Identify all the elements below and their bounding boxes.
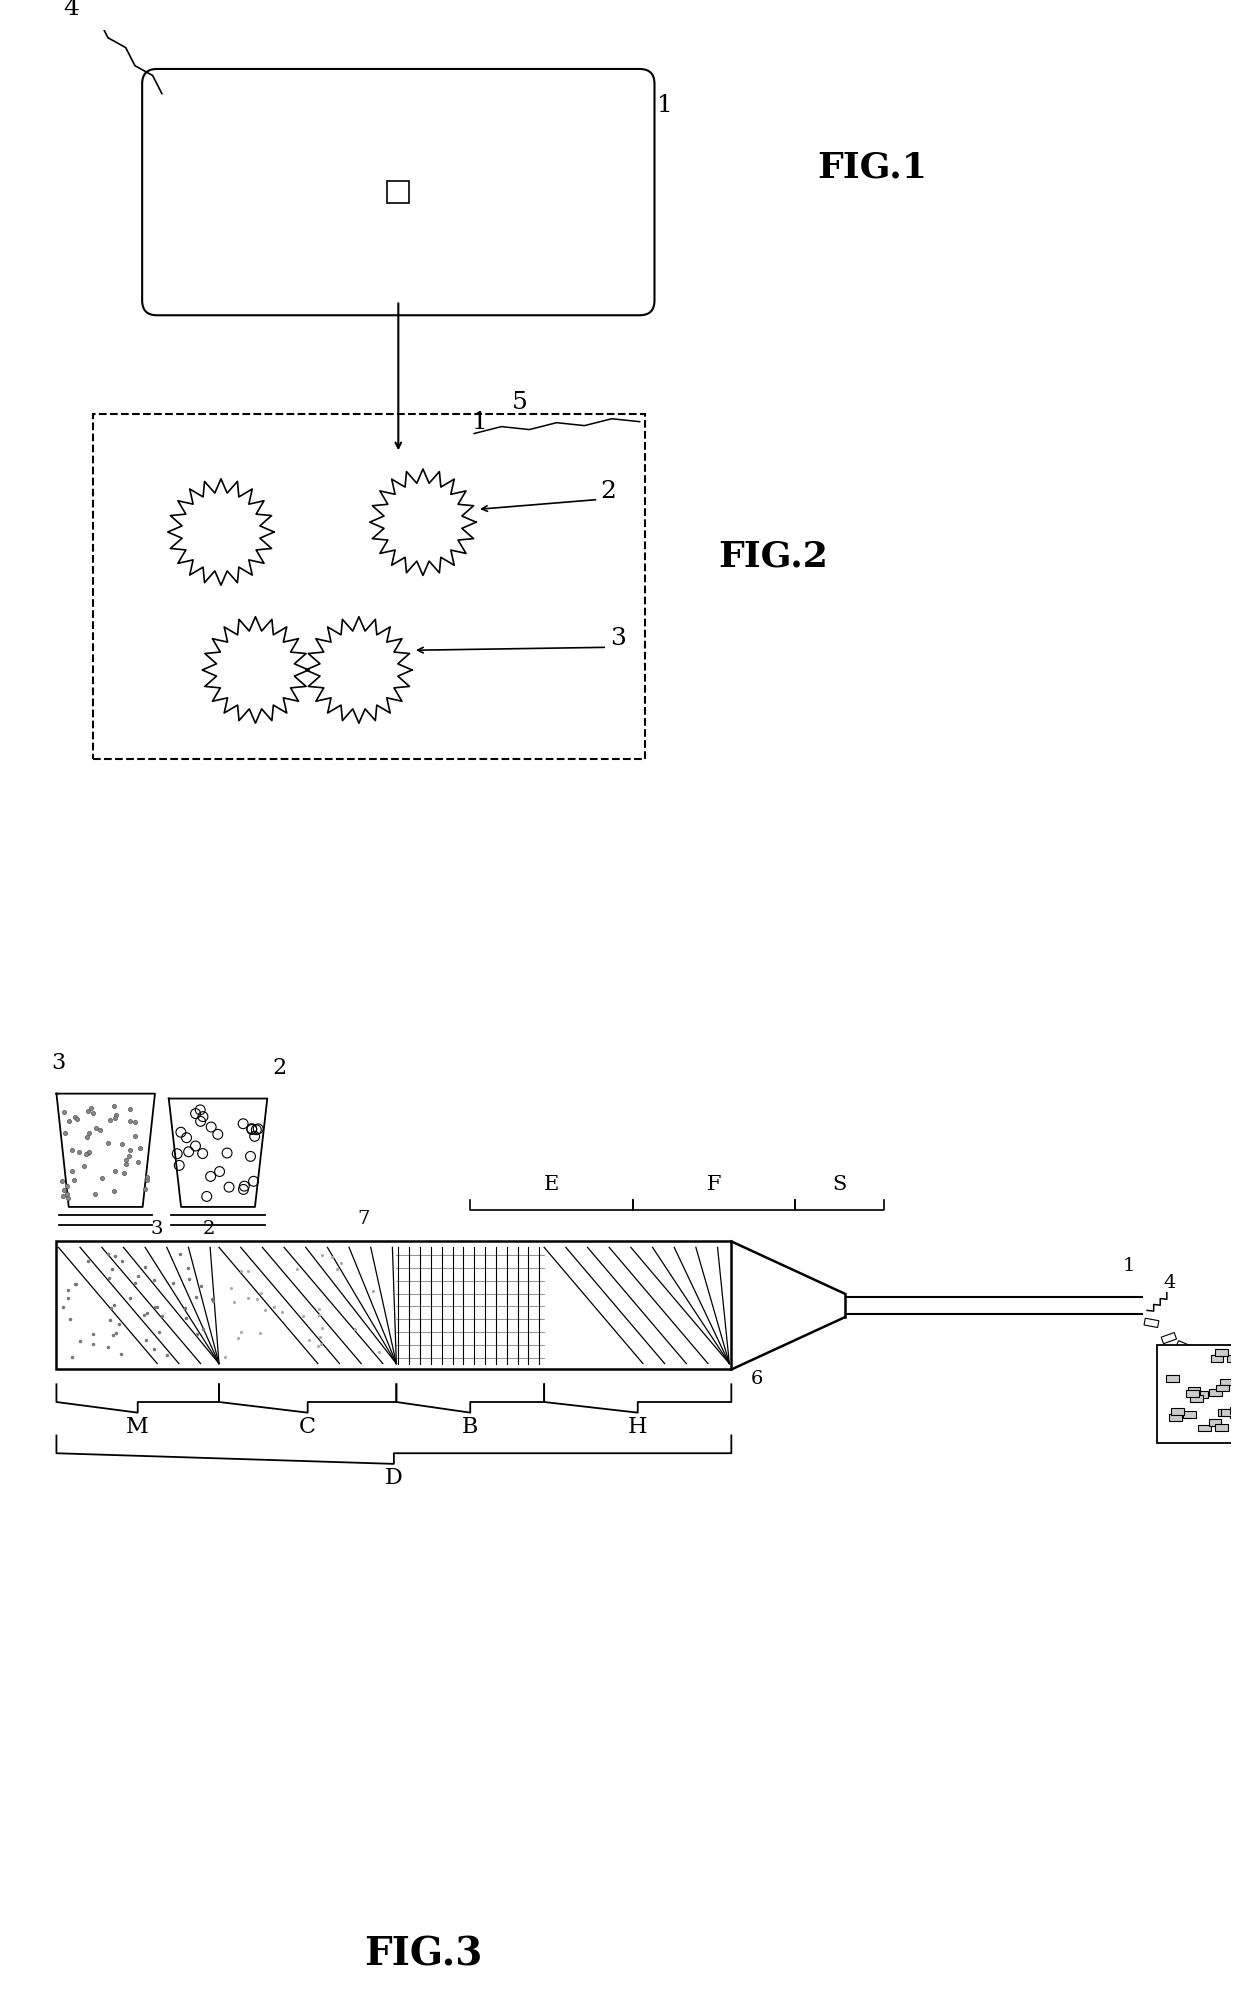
Bar: [1188, 1387, 1200, 1393]
Polygon shape: [732, 1317, 844, 1369]
Bar: [1221, 1409, 1234, 1415]
Bar: [1216, 1385, 1229, 1391]
Text: F: F: [707, 1174, 722, 1194]
Bar: [1169, 1415, 1182, 1421]
Text: M: M: [126, 1415, 149, 1437]
Bar: [1197, 1355, 1210, 1363]
Text: FIG.3: FIG.3: [363, 1936, 482, 1974]
Text: D: D: [384, 1467, 403, 1489]
Bar: [1215, 1349, 1228, 1357]
Bar: [1210, 1355, 1224, 1361]
FancyBboxPatch shape: [143, 68, 655, 315]
Bar: [1216, 1371, 1230, 1379]
Bar: [1157, 1345, 1240, 1443]
Text: 2: 2: [600, 479, 616, 503]
Bar: [387, 180, 409, 202]
Bar: [1145, 1319, 1159, 1327]
Bar: [57, 1240, 732, 1369]
Text: FIG.2: FIG.2: [718, 539, 828, 573]
Text: 5: 5: [512, 391, 527, 415]
Text: 3: 3: [610, 627, 626, 651]
Text: H: H: [627, 1415, 647, 1437]
Bar: [1161, 1333, 1177, 1345]
Bar: [1166, 1375, 1178, 1381]
Bar: [1195, 1391, 1208, 1397]
Bar: [1190, 1395, 1203, 1401]
Polygon shape: [732, 1240, 844, 1295]
Text: 4: 4: [1164, 1275, 1177, 1293]
Bar: [93, 413, 645, 760]
Bar: [1187, 1391, 1199, 1397]
Bar: [1183, 1411, 1195, 1417]
Text: 2: 2: [202, 1220, 215, 1238]
Bar: [1230, 1407, 1240, 1413]
Text: 7: 7: [357, 1210, 370, 1228]
Text: S: S: [832, 1174, 847, 1194]
Text: 1: 1: [472, 411, 489, 433]
Text: 1: 1: [657, 94, 673, 116]
Bar: [1236, 1373, 1240, 1379]
Text: 3: 3: [150, 1220, 162, 1238]
Bar: [1171, 1409, 1184, 1415]
Text: B: B: [463, 1415, 479, 1437]
Text: 4: 4: [63, 0, 79, 20]
Bar: [1176, 1341, 1192, 1353]
Text: FIG.1: FIG.1: [817, 150, 928, 184]
Text: 1: 1: [1122, 1257, 1135, 1275]
Bar: [1209, 1419, 1221, 1425]
Bar: [1209, 1389, 1223, 1395]
Bar: [1230, 1411, 1240, 1419]
Bar: [1234, 1383, 1240, 1391]
Text: E: E: [544, 1174, 559, 1194]
Text: 2: 2: [273, 1056, 286, 1078]
Bar: [1228, 1355, 1240, 1363]
Bar: [1198, 1425, 1210, 1431]
Text: 6: 6: [751, 1371, 764, 1389]
Text: 3: 3: [52, 1052, 66, 1074]
Text: C: C: [299, 1415, 316, 1437]
Bar: [1220, 1379, 1234, 1385]
Bar: [1219, 1409, 1231, 1417]
Bar: [1215, 1425, 1228, 1431]
